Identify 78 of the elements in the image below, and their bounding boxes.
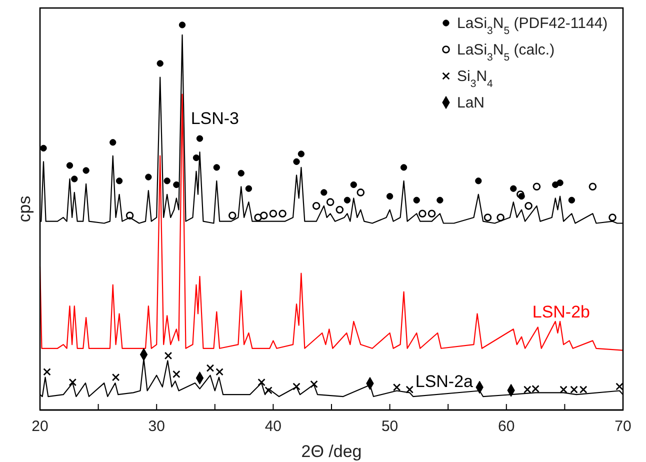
point — [116, 178, 123, 184]
point — [556, 179, 564, 186]
point — [173, 181, 180, 188]
legend-label: LaSi$_{3}$N$_{5}$ (PDF42-1144) — [457, 15, 608, 37]
point — [588, 182, 597, 191]
legend-label: LaSi$_{3}$N$_{5}$ (calc.) — [457, 42, 555, 64]
point — [278, 210, 286, 218]
point — [178, 22, 186, 28]
point — [616, 382, 624, 390]
point — [350, 181, 357, 188]
point — [126, 212, 134, 220]
point — [510, 185, 517, 192]
point — [392, 383, 401, 392]
point — [43, 368, 51, 376]
x-tick-label: 20 — [32, 418, 48, 435]
point — [406, 386, 414, 394]
point — [216, 368, 224, 376]
x-tick-label: 60 — [498, 418, 515, 435]
y-axis-title: cps — [15, 196, 34, 222]
point — [66, 162, 74, 169]
x-tick-label: 40 — [264, 418, 282, 435]
point — [400, 164, 408, 171]
point — [164, 352, 172, 360]
point — [164, 178, 170, 184]
point — [293, 158, 300, 165]
point — [228, 212, 236, 220]
legend-label: LaN — [457, 94, 485, 112]
point — [156, 60, 164, 67]
point — [110, 139, 116, 146]
point — [560, 386, 568, 394]
point — [428, 210, 436, 218]
point — [254, 214, 262, 222]
point — [312, 202, 320, 210]
point — [516, 190, 524, 198]
point — [568, 196, 576, 204]
x-tick-label: 70 — [614, 418, 632, 435]
point — [298, 150, 305, 158]
point — [145, 174, 152, 180]
point — [436, 196, 444, 204]
point — [238, 170, 244, 177]
point — [292, 382, 300, 390]
point — [608, 214, 616, 222]
series-label: LSN-2a — [415, 372, 474, 392]
point — [71, 176, 78, 182]
point — [356, 188, 365, 196]
point — [245, 185, 252, 192]
point — [264, 386, 272, 394]
legend-label: Si$_{3}$N$_{4}$ — [457, 68, 494, 90]
point — [310, 380, 318, 388]
point — [320, 189, 328, 196]
point — [82, 167, 90, 174]
x-tick-label: 50 — [381, 418, 398, 435]
point — [172, 370, 180, 378]
point — [260, 212, 268, 220]
series-label: LSN-3 — [190, 109, 239, 128]
point — [484, 214, 492, 222]
point — [213, 164, 220, 171]
point — [269, 210, 278, 218]
point — [336, 206, 344, 214]
point — [475, 178, 482, 184]
point — [112, 373, 120, 382]
point — [496, 214, 504, 222]
point — [413, 196, 420, 204]
point — [386, 192, 394, 200]
point — [192, 154, 200, 162]
point — [40, 144, 47, 152]
point — [524, 202, 532, 210]
series-label: LSN-2b — [532, 302, 590, 322]
point — [206, 364, 214, 372]
point — [532, 182, 541, 191]
point — [68, 378, 77, 386]
point — [258, 378, 266, 386]
point — [326, 198, 334, 206]
x-axis-title: 2Θ /deg — [301, 442, 362, 461]
point — [196, 135, 204, 142]
x-tick-label: 30 — [148, 418, 165, 435]
point — [418, 210, 426, 218]
point — [344, 196, 351, 204]
